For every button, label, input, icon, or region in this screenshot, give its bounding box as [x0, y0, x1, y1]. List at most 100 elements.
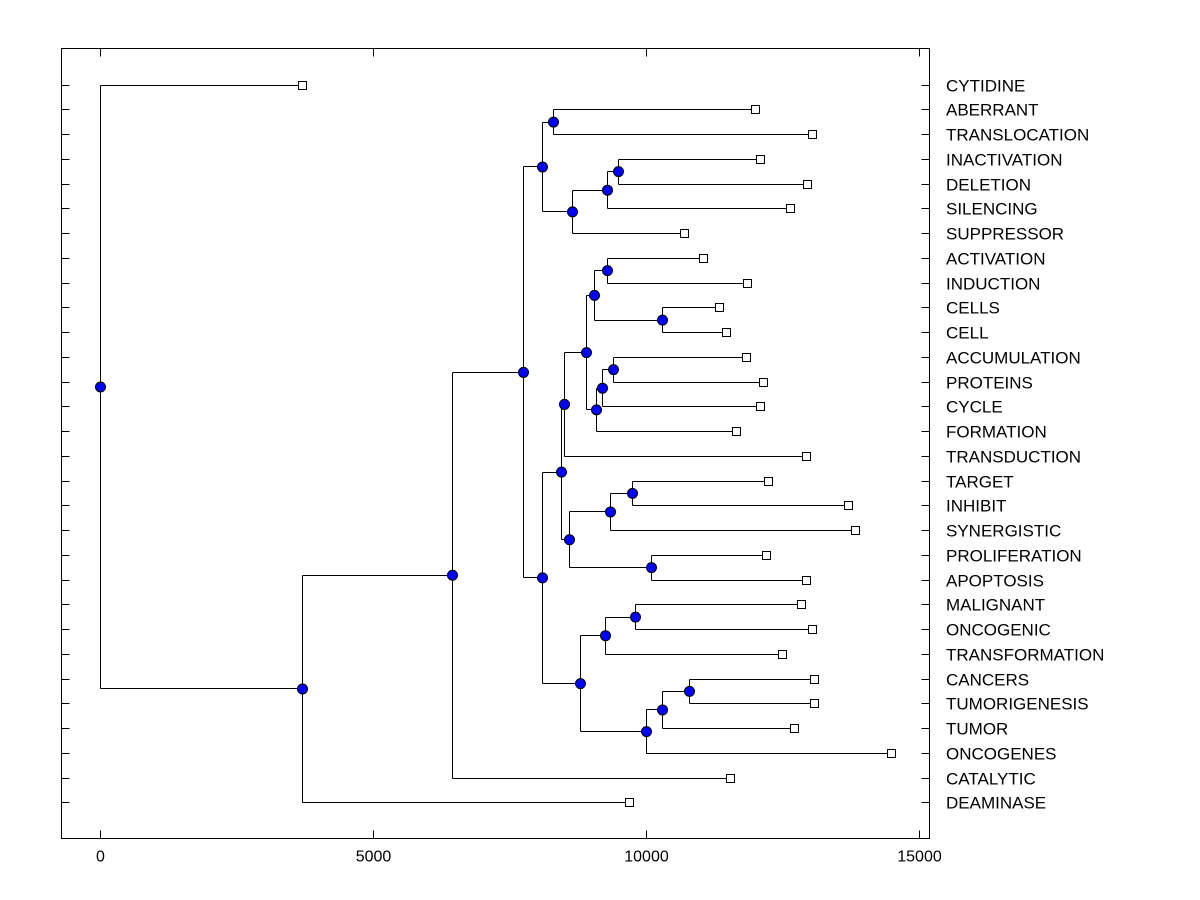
- leaf-marker: [759, 378, 768, 387]
- leaf-label: TRANSDUCTION: [946, 448, 1081, 467]
- merge-node: [602, 265, 613, 277]
- leaf-label: CYTIDINE: [946, 77, 1025, 96]
- x-tick-label: 10000: [624, 849, 669, 866]
- leaf-label: APOPTOSIS: [946, 572, 1044, 591]
- leaf-label: CYCLE: [946, 398, 1003, 417]
- leaf-label: SYNERGISTIC: [946, 522, 1061, 541]
- merge-node: [575, 678, 586, 690]
- plot-frame: [61, 48, 930, 839]
- merge-node: [559, 398, 570, 410]
- merge-node: [602, 184, 613, 196]
- leaf-marker: [844, 501, 853, 510]
- merge-node: [567, 206, 578, 218]
- merge-node: [627, 487, 638, 499]
- merge-node: [657, 704, 668, 716]
- merge-node: [605, 506, 616, 518]
- leaf-markers: [298, 81, 896, 807]
- leaf-marker: [751, 105, 760, 114]
- leaf-marker: [742, 353, 751, 362]
- leaf-marker: [810, 675, 819, 684]
- leaf-label: FORMATION: [946, 423, 1047, 442]
- leaf-label: TRANSLOCATION: [946, 126, 1089, 145]
- merge-node: [297, 683, 308, 695]
- leaf-label: ONCOGENIC: [946, 621, 1051, 640]
- leaf-label: PROTEINS: [946, 374, 1033, 393]
- leaf-label: ACCUMULATION: [946, 349, 1081, 368]
- leaf-label: TARGET: [946, 473, 1014, 492]
- merge-nodes: [95, 116, 695, 738]
- merge-node: [556, 466, 567, 478]
- merge-node: [646, 562, 657, 574]
- leaf-marker: [762, 551, 771, 560]
- leaf-marker: [778, 650, 787, 659]
- leaf-label: CATALYTIC: [946, 770, 1036, 789]
- leaf-label: TRANSFORMATION: [946, 646, 1104, 665]
- merge-node: [608, 364, 619, 376]
- leaf-label: SUPPRESSOR: [946, 225, 1064, 244]
- leaf-label: SILENCING: [946, 200, 1038, 219]
- leaf-marker: [680, 229, 689, 238]
- x-tick-label: 5000: [356, 849, 392, 866]
- leaf-marker: [699, 254, 708, 263]
- x-tick-label: 15000: [897, 849, 942, 866]
- leaf-label: ABERRANT: [946, 101, 1039, 120]
- leaf-marker: [803, 180, 812, 189]
- leaf-marker: [851, 526, 860, 535]
- merge-node: [589, 289, 600, 301]
- leaf-label: PROLIFERATION: [946, 547, 1082, 566]
- merge-node: [591, 404, 602, 416]
- leaf-label: CELLS: [946, 299, 1000, 318]
- dendrogram-links: [100, 85, 892, 803]
- leaf-marker: [743, 279, 752, 288]
- x-tick-label: 0: [96, 849, 105, 866]
- merge-node: [684, 685, 695, 697]
- leaf-marker: [756, 402, 765, 411]
- leaf-marker: [810, 699, 819, 708]
- leaf-labels: CYTIDINE ABERRANT TRANSLOCATION INACTIVATIO…: [946, 77, 1104, 813]
- merge-node: [597, 382, 608, 394]
- leaf-label: DEAMINASE: [946, 794, 1046, 813]
- leaf-marker: [790, 724, 799, 733]
- leaf-marker: [797, 600, 806, 609]
- x-tick-labels: 0 5000 10000 15000: [96, 849, 942, 866]
- leaf-marker: [756, 155, 765, 164]
- merge-node: [518, 366, 529, 378]
- leaf-marker: [298, 81, 307, 90]
- leaf-marker: [764, 477, 773, 486]
- leaf-label: TUMORIGENESIS: [946, 695, 1089, 714]
- merge-node: [657, 314, 668, 326]
- leaf-marker: [808, 130, 817, 139]
- leaf-marker: [722, 328, 731, 337]
- leaf-label: ACTIVATION: [946, 250, 1046, 269]
- leaf-marker: [786, 204, 795, 213]
- merge-node: [548, 116, 559, 128]
- leaf-marker: [625, 798, 634, 807]
- leaf-marker: [802, 576, 811, 585]
- merge-node: [630, 611, 641, 623]
- leaf-marker: [808, 625, 817, 634]
- leaf-label: CANCERS: [946, 671, 1029, 690]
- leaf-marker: [887, 749, 896, 758]
- leaf-marker: [715, 303, 724, 312]
- leaf-label: ONCOGENES: [946, 745, 1057, 764]
- axis-ticks: [61, 48, 930, 839]
- merge-node: [581, 347, 592, 359]
- leaf-label: INDUCTION: [946, 275, 1040, 294]
- leaf-label: INHIBIT: [946, 497, 1006, 516]
- leaf-label: MALIGNANT: [946, 596, 1045, 615]
- merge-node: [537, 572, 548, 584]
- leaf-label: DELETION: [946, 176, 1031, 195]
- merge-node: [600, 630, 611, 642]
- merge-node: [641, 726, 652, 738]
- leaf-label: INACTIVATION: [946, 151, 1063, 170]
- leaf-marker: [726, 774, 735, 783]
- merge-node: [613, 166, 624, 178]
- leaf-marker: [732, 427, 741, 436]
- leaf-marker: [802, 452, 811, 461]
- merge-node: [564, 534, 575, 546]
- leaf-label: CELL: [946, 324, 989, 343]
- merge-node: [95, 381, 106, 393]
- merge-node: [537, 161, 548, 173]
- merge-node: [447, 569, 458, 581]
